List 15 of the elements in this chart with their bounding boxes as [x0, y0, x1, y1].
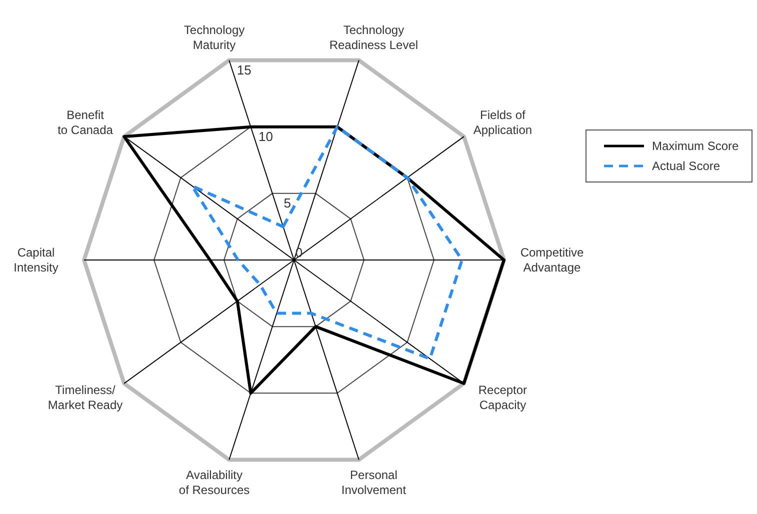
legend-label: Maximum Score [652, 139, 740, 153]
spoke-label: Availability of Resources [178, 468, 250, 498]
spoke-label: Fields of Application [473, 108, 532, 137]
spoke-label: Timeliness/ Market Ready [48, 383, 123, 412]
y-tick-label: 5 [284, 195, 291, 210]
spoke-label: Receptor Capacity [478, 383, 528, 412]
spoke-label: Technology Maturity [184, 22, 245, 52]
legend-label: Actual Score [652, 159, 720, 173]
spoke-label: Personal Involvement [341, 468, 407, 498]
spoke-label: Benefit to Canada [58, 108, 114, 137]
y-tick-label: 10 [258, 128, 273, 144]
y-tick-label: 15 [236, 62, 252, 78]
spoke-label: Competitive Advantage [520, 246, 584, 274]
spoke-label: Technology Readiness Level [329, 22, 418, 52]
spoke-label: Capital Intensity [14, 246, 58, 274]
